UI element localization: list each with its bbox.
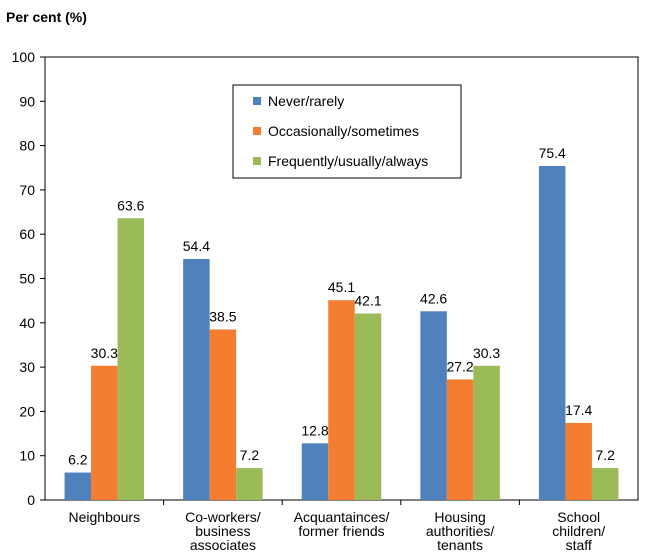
value-label: 30.3 bbox=[91, 345, 118, 361]
x-tick-label: School children/staff bbox=[552, 509, 605, 553]
y-tick-label: 10 bbox=[19, 448, 35, 464]
legend-swatch bbox=[253, 157, 261, 165]
value-label: 63.6 bbox=[117, 197, 144, 213]
bar bbox=[209, 329, 237, 500]
value-label: 7.2 bbox=[240, 447, 260, 463]
x-tick-label: Neighbours bbox=[68, 509, 140, 525]
x-tick-label: Co-workers/business associates bbox=[185, 509, 261, 553]
value-label: 6.2 bbox=[68, 452, 88, 468]
value-label: 42.1 bbox=[354, 292, 381, 308]
bar bbox=[236, 468, 263, 500]
y-tick-label: 90 bbox=[19, 93, 35, 109]
value-label: 7.2 bbox=[595, 447, 615, 463]
bar bbox=[446, 379, 474, 500]
value-label: 75.4 bbox=[539, 145, 566, 161]
x-tick-label: Acquantainces/former friends bbox=[294, 509, 390, 539]
bar bbox=[354, 313, 382, 500]
bar bbox=[301, 443, 329, 500]
y-tick-label: 60 bbox=[19, 226, 35, 242]
bar bbox=[183, 259, 210, 500]
legend-label: Never/rarely bbox=[268, 93, 344, 109]
bar bbox=[565, 422, 592, 500]
y-tick-label: 0 bbox=[27, 492, 35, 508]
value-label: 38.5 bbox=[209, 308, 236, 324]
value-label: 17.4 bbox=[565, 402, 592, 418]
value-label: 30.3 bbox=[473, 345, 500, 361]
y-tick-label: 100 bbox=[12, 49, 36, 65]
value-label: 45.1 bbox=[328, 279, 355, 295]
y-tick-label: 70 bbox=[19, 182, 35, 198]
bar bbox=[328, 300, 355, 500]
legend-label: Occasionally/sometimes bbox=[268, 123, 419, 139]
value-label: 27.2 bbox=[446, 359, 473, 375]
legend-box bbox=[232, 84, 462, 179]
value-label: 54.4 bbox=[183, 238, 210, 254]
y-tick-label: 50 bbox=[19, 271, 35, 287]
legend-swatch bbox=[253, 97, 261, 105]
bar bbox=[117, 218, 145, 500]
value-label: 12.8 bbox=[301, 422, 328, 438]
legend-swatch bbox=[253, 127, 261, 135]
bar bbox=[538, 165, 566, 500]
chart-title: Per cent (%) bbox=[6, 9, 87, 25]
y-tick-label: 20 bbox=[19, 403, 35, 419]
bar bbox=[591, 468, 619, 500]
bar bbox=[473, 365, 500, 500]
y-tick-label: 40 bbox=[19, 315, 35, 331]
legend-label: Frequently/usually/always bbox=[268, 153, 428, 169]
x-tick-label: Housing authorities/tenants bbox=[426, 509, 495, 553]
y-tick-label: 30 bbox=[19, 359, 35, 375]
bar bbox=[420, 311, 447, 500]
y-tick-label: 80 bbox=[19, 138, 35, 154]
bar bbox=[91, 365, 118, 500]
value-label: 42.6 bbox=[420, 290, 447, 306]
bar bbox=[64, 472, 92, 500]
